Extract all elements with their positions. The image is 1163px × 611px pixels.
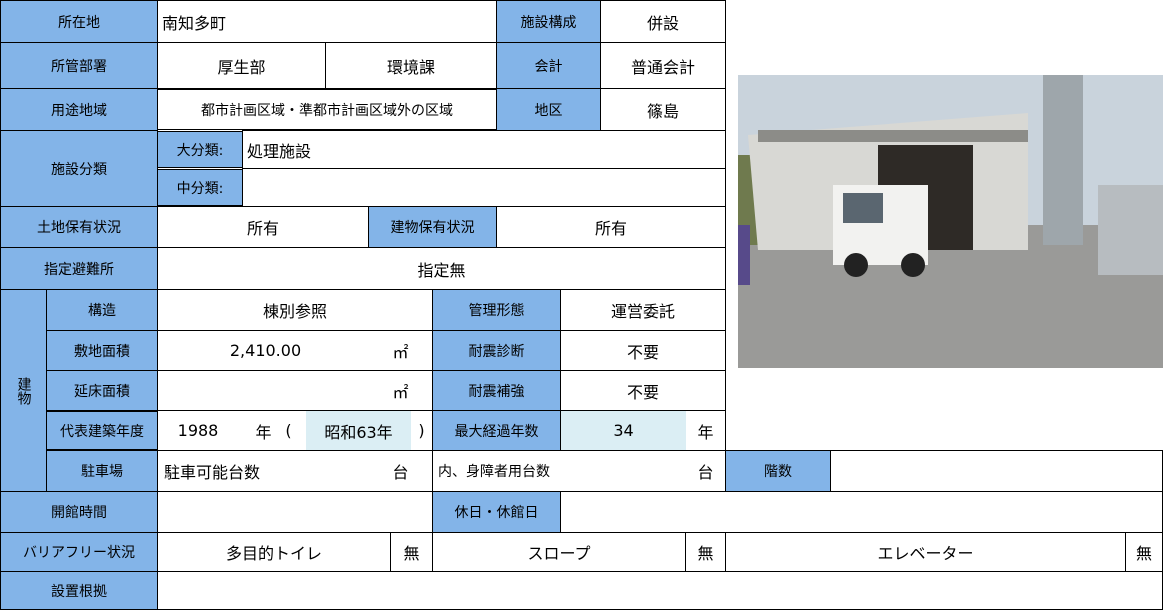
year-unit: 年 bbox=[255, 422, 272, 442]
toilet: 多目的トイレ bbox=[157, 532, 391, 572]
barrier-label: バリアフリー状況 bbox=[0, 532, 158, 572]
shelter: 指定無 bbox=[157, 247, 726, 290]
toilet-value: 無 bbox=[390, 532, 433, 572]
site-area: 2,410.00 bbox=[229, 341, 302, 360]
count-unit: 台 bbox=[697, 463, 714, 482]
area-unit: ㎡ bbox=[392, 342, 409, 362]
seismic-retro-label: 耐震補強 bbox=[432, 370, 561, 411]
hours-label: 開館時間 bbox=[0, 491, 158, 533]
empty-cell bbox=[242, 168, 726, 207]
land-label: 土地保有状況 bbox=[0, 206, 158, 248]
parking-label: 駐車場 bbox=[46, 450, 158, 492]
management-label: 管理形態 bbox=[432, 289, 561, 331]
building-own-label: 建物保有状況 bbox=[368, 206, 497, 248]
account: 普通会計 bbox=[600, 42, 726, 89]
year: 1988 bbox=[177, 421, 219, 440]
district-label: 地区 bbox=[496, 88, 601, 131]
slope-value: 無 bbox=[685, 532, 726, 572]
paren-open: ( bbox=[285, 421, 292, 440]
location-label: 所在地 bbox=[0, 0, 158, 43]
holiday-label: 休日・休館日 bbox=[432, 491, 561, 533]
minor-label: 中分類: bbox=[157, 169, 243, 206]
floors-label: 階数 bbox=[725, 450, 831, 492]
building-own: 所有 bbox=[496, 206, 726, 248]
structure-label: 構造 bbox=[46, 289, 158, 331]
district: 篠島 bbox=[600, 88, 726, 131]
building-label: 建物 bbox=[0, 289, 47, 492]
department: 厚生部 bbox=[157, 42, 326, 89]
classification-label: 施設分類 bbox=[0, 130, 158, 207]
area-unit: ㎡ bbox=[392, 382, 409, 402]
major-label: 大分類: bbox=[157, 131, 243, 168]
seismic-diag-label: 耐震診断 bbox=[432, 330, 561, 371]
count-unit: 台 bbox=[392, 463, 409, 482]
seismic-diag: 不要 bbox=[560, 330, 726, 371]
management: 運営委託 bbox=[560, 289, 726, 331]
slope: スロープ bbox=[432, 532, 686, 572]
shelter-label: 指定避難所 bbox=[0, 247, 158, 290]
empty-cell bbox=[157, 571, 1163, 610]
section: 環境課 bbox=[325, 42, 497, 89]
department-label: 所管部署 bbox=[0, 42, 158, 89]
land: 所有 bbox=[157, 206, 369, 248]
seismic-retro: 不要 bbox=[560, 370, 726, 411]
basis-label: 設置根拠 bbox=[0, 571, 158, 610]
elapsed-label: 最大経過年数 bbox=[432, 410, 561, 451]
major: 処理施設 bbox=[242, 130, 726, 169]
facility-photo bbox=[738, 75, 1163, 368]
empty-cell bbox=[830, 450, 1163, 492]
elapsed-unit: 年 bbox=[697, 422, 714, 442]
elapsed: 34 bbox=[561, 411, 686, 450]
composition-label: 施設構成 bbox=[496, 0, 601, 43]
empty-cell bbox=[157, 491, 433, 533]
structure: 棟別参照 bbox=[157, 289, 433, 331]
zoning: 都市計画区域・準都市計画区域外の区域 bbox=[157, 89, 497, 130]
era-year: 昭和63年 bbox=[306, 411, 411, 450]
elevator-value: 無 bbox=[1125, 532, 1163, 572]
disabled-parking: 内、身障者用台数 bbox=[438, 464, 550, 480]
composition: 併設 bbox=[600, 0, 726, 43]
account-label: 会計 bbox=[496, 42, 601, 89]
empty-cell bbox=[560, 491, 1163, 533]
year-label: 代表建築年度 bbox=[46, 411, 158, 450]
zoning-label: 用途地域 bbox=[0, 88, 158, 131]
site-area-label: 敷地面積 bbox=[46, 330, 158, 371]
elevator: エレベーター bbox=[725, 532, 1126, 572]
floor-area-label: 延床面積 bbox=[46, 370, 158, 411]
paren-close: ) bbox=[418, 421, 425, 440]
parking-capacity: 駐車可能台数 bbox=[164, 463, 261, 482]
location: 南知多町 bbox=[157, 0, 497, 43]
